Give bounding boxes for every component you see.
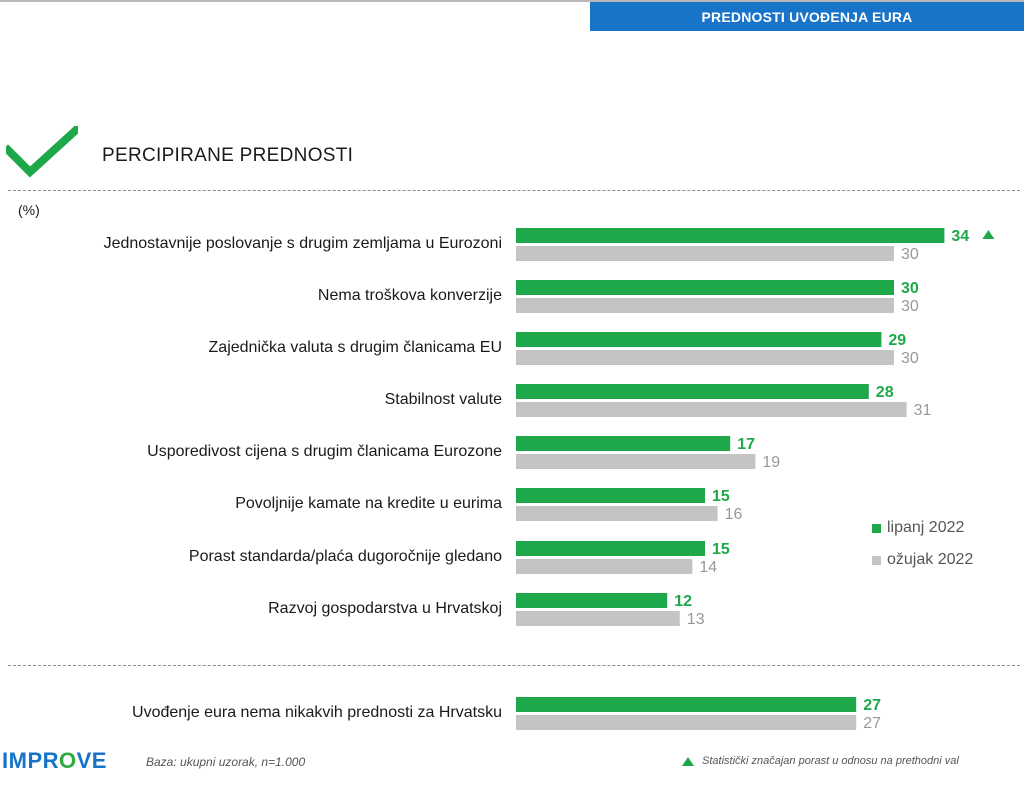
category-label: Povoljnije kamate na kredite u eurima — [235, 494, 502, 512]
bar-previous — [516, 506, 718, 521]
bar-current — [516, 436, 731, 451]
legend-item-current: lipanj 2022 — [872, 512, 973, 544]
section-title: PERCIPIRANE PREDNOSTI — [102, 145, 354, 166]
category-label: Jednostavnije poslovanje s drugim zemlja… — [103, 234, 502, 252]
bar-current — [516, 384, 869, 399]
bar-previous — [516, 715, 857, 730]
bar-current — [516, 228, 945, 243]
divider-top — [8, 190, 1020, 191]
base-note: Baza: ukupni uzorak, n=1.000 — [146, 755, 306, 769]
value-label-previous: 31 — [914, 402, 932, 419]
triangle-up-icon — [682, 756, 694, 766]
category-label: Zajednička valuta s drugim članicama EU — [208, 338, 502, 356]
value-label-current: 29 — [888, 332, 906, 349]
divider-bottom — [8, 665, 1020, 666]
legend-item-previous: ožujak 2022 — [872, 544, 973, 576]
value-label-current: 28 — [876, 384, 894, 401]
category-label: Uvođenje eura nema nikakvih prednosti za… — [132, 703, 502, 721]
bar-current — [516, 593, 668, 608]
legend: lipanj 2022 ožujak 2022 — [872, 512, 973, 576]
bar-current — [516, 488, 705, 503]
value-label-previous: 27 — [863, 715, 881, 732]
value-label-previous: 30 — [901, 246, 919, 263]
significance-note-text: Statistički značajan porast u odnosu na … — [702, 755, 959, 767]
value-label-previous: 30 — [901, 298, 919, 315]
unit-label: (%) — [18, 202, 40, 218]
value-label-current: 17 — [737, 436, 755, 453]
legend-swatch-gray — [872, 555, 881, 565]
legend-label-current: lipanj 2022 — [887, 519, 965, 536]
category-label: Stabilnost valute — [384, 390, 502, 408]
value-label-current: 30 — [901, 280, 919, 297]
category-label: Nema troškova konverzije — [317, 286, 502, 304]
top-rule — [0, 0, 1024, 2]
bar-previous — [516, 454, 756, 469]
value-label-current: 15 — [712, 541, 730, 558]
bar-previous — [516, 402, 907, 417]
improve-logo: IMPROVE — [2, 748, 107, 773]
checkmark-icon — [6, 126, 78, 178]
value-label-previous: 13 — [687, 611, 705, 628]
value-label-previous: 14 — [699, 559, 717, 576]
category-label: Razvoj gospodarstva u Hrvatskoj — [268, 599, 502, 617]
value-label-previous: 19 — [762, 454, 780, 471]
legend-label-previous: ožujak 2022 — [887, 551, 974, 568]
bar-previous — [516, 246, 894, 261]
bar-previous — [516, 611, 680, 626]
value-label-previous: 30 — [901, 350, 919, 367]
value-label-current: 34 — [951, 228, 969, 245]
bar-previous — [516, 298, 894, 313]
significance-triangle-icon — [982, 230, 995, 239]
header-tag: PREDNOSTI UVOĐENJA EURA — [590, 2, 1024, 31]
value-label-current: 27 — [863, 697, 881, 714]
bar-current — [516, 541, 705, 556]
bar-current — [516, 332, 882, 347]
bar-current — [516, 280, 894, 295]
bar-previous — [516, 350, 894, 365]
category-label: Usporedivost cijena s drugim članicama E… — [147, 442, 502, 460]
value-label-current: 15 — [712, 488, 730, 505]
significance-note: Statistički značajan porast u odnosu na … — [682, 755, 959, 767]
value-label-current: 12 — [674, 593, 692, 610]
legend-swatch-green — [872, 523, 881, 533]
bar-current — [516, 697, 857, 712]
bar-previous — [516, 559, 693, 574]
value-label-previous: 16 — [725, 506, 743, 523]
category-label: Porast standarda/plaća dugoročnije gleda… — [188, 547, 502, 565]
